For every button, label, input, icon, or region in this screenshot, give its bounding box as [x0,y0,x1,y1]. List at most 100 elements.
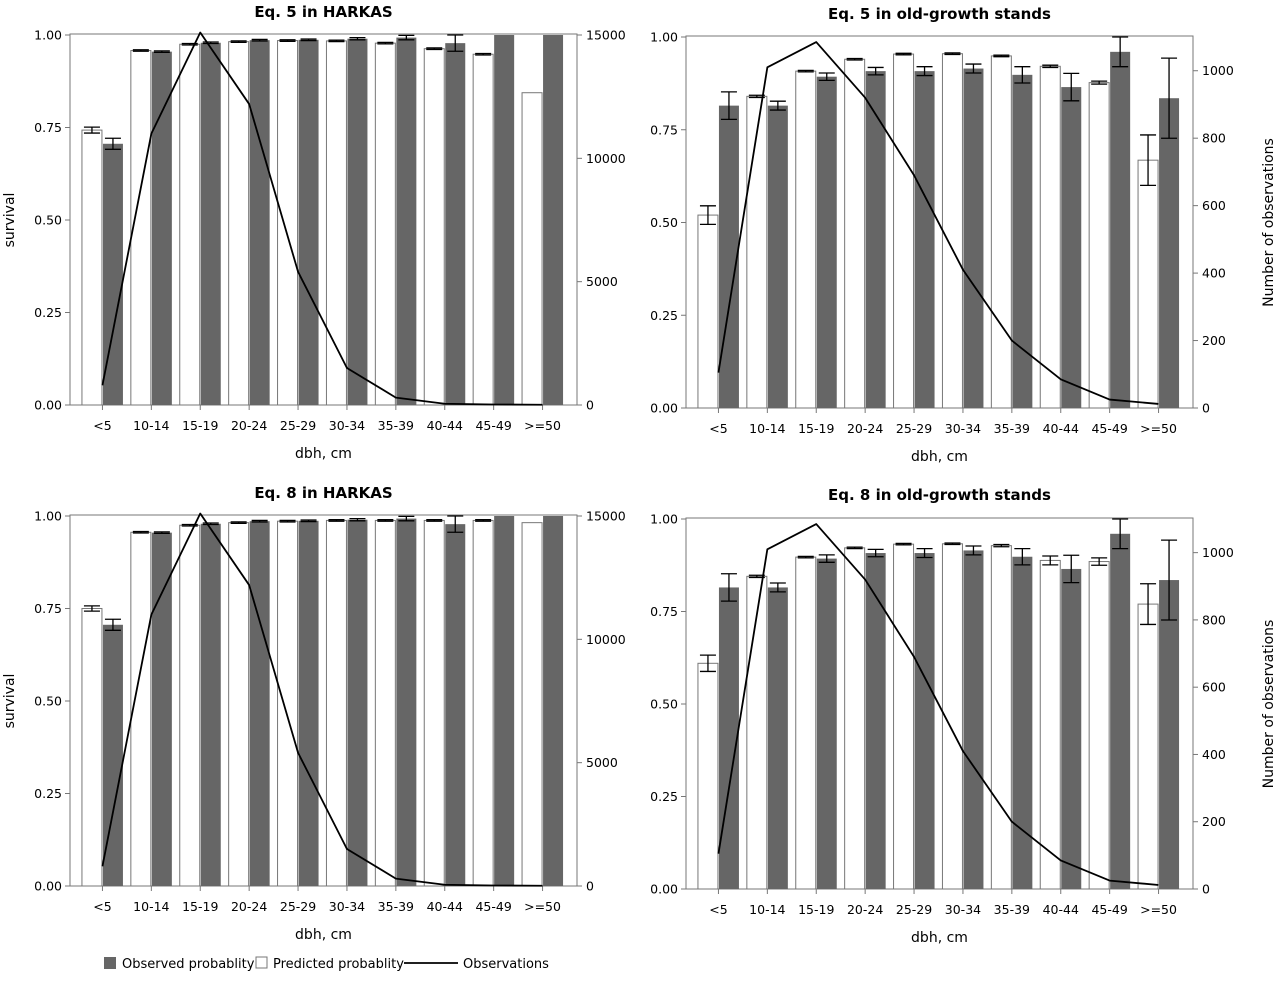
bar-predicted [81,608,103,887]
y2-tick-label: 5000 [586,755,618,770]
y2-tick-label: 0 [586,879,594,894]
x-tick-label: 45-49 [475,418,511,433]
y2-tick-label: 10000 [586,632,626,647]
x-tick-label: >=50 [524,899,561,914]
observations-line [101,31,543,406]
bar-predicted [941,53,963,409]
bar-observed [543,35,564,405]
y2-tick-label: 5000 [586,274,618,289]
bar-predicted [746,575,768,890]
x-tick-label: 15-19 [798,902,834,917]
bar-predicted [697,214,719,409]
chart-panel-3: Eq. 8 in HARKAS 0.00 0.25 0.50 0.75 1.00 0 5000… [2,484,626,943]
y-tick-label: 0.25 [34,305,62,320]
x-axis-label: dbh, cm [295,927,352,943]
bar-predicted [472,519,494,887]
y-tick-label: 0.00 [34,398,62,413]
x-tick-label: 30-34 [945,421,981,436]
x-tick-label: 40-44 [427,418,463,433]
bar-observed [1012,556,1033,889]
bar-observed [151,532,172,886]
x-tick-label: 15-19 [182,899,218,914]
y-tick-label: 0.25 [34,786,62,801]
y-tick-label: 0.75 [650,122,678,137]
bar-observed [1012,74,1033,408]
y2-tick-label: 15000 [586,28,626,43]
bar-observed [494,35,515,405]
bar-observed [445,43,466,405]
y-axis-label: survival [2,674,18,729]
bar-predicted [1088,82,1110,409]
bar-observed [914,71,935,408]
y2-tick-label: 200 [1202,333,1226,348]
y2-tick-label: 0 [1202,401,1210,416]
x-axis-label: dbh, cm [911,930,968,946]
y2-tick-label: 200 [1202,814,1226,829]
chart-title: Eq. 8 in HARKAS [254,484,392,502]
chart-panel-1: Eq. 5 in HARKAS 0.00 0.25 0.50 0.75 1.00 0 5000… [2,3,626,462]
x-tick-label: 10-14 [133,899,169,914]
bar-observed [494,516,515,886]
chart-title: Eq. 5 in HARKAS [254,3,392,21]
bar-observed [865,71,886,408]
x-tick-label: >=50 [524,418,561,433]
bar-observed [445,524,466,886]
y-tick-label: 1.00 [34,28,62,43]
bar-predicted [990,545,1012,890]
y-tick-label: 0.50 [650,215,678,230]
bar-predicted [521,92,543,406]
bar-predicted [179,43,201,406]
y-tick-label: 0.25 [650,308,678,323]
legend-swatch-observed [104,957,116,969]
bar-predicted [844,547,866,890]
bar-predicted [228,522,250,887]
bar-observed [865,553,886,889]
x-tick-label: >=50 [1140,421,1177,436]
bar-observed [249,521,270,886]
x-tick-label: 35-39 [378,418,414,433]
x-tick-label: <5 [93,418,111,433]
bar-observed [914,553,935,889]
x-axis-label: dbh, cm [911,449,968,465]
y-tick-label: 1.00 [650,30,678,45]
bar-observed [543,516,564,886]
bar-predicted [990,55,1012,409]
bar-predicted [795,556,817,890]
y2-tick-label: 800 [1202,612,1226,627]
y-tick-label: 0.25 [650,789,678,804]
x-tick-label: 20-24 [231,899,267,914]
x-tick-label: 35-39 [994,902,1030,917]
bar-observed [718,587,739,889]
bar-predicted [423,48,445,406]
y2-tick-label: 400 [1202,266,1226,281]
bar-observed [816,76,837,409]
legend-label-predicted: Predicted probablity [273,957,404,972]
x-tick-label: 45-49 [1091,902,1127,917]
y-tick-label: 0.50 [650,697,678,712]
bar-predicted [325,519,347,887]
x-tick-label: 10-14 [749,902,785,917]
bar-predicted [277,40,299,406]
observations-line [101,512,543,887]
bar-predicted [521,522,543,887]
bar-observed [1110,533,1131,889]
bar-observed [718,105,739,408]
observations-line [717,523,1159,886]
x-tick-label: 25-29 [896,902,932,917]
x-tick-label: 45-49 [1091,421,1127,436]
bar-predicted [228,41,250,406]
bar-observed [151,51,172,406]
y-tick-label: 0.75 [34,601,62,616]
bar-predicted [795,70,817,409]
y2-tick-label: 0 [1202,882,1210,897]
bar-observed [347,38,368,405]
x-tick-label: 20-24 [847,421,883,436]
x-tick-label: 30-34 [329,418,365,433]
bar-observed [767,105,788,408]
bar-predicted [893,543,915,890]
x-tick-label: <5 [709,902,727,917]
y2-tick-label: 1000 [1202,63,1234,78]
bar-predicted [1137,603,1159,890]
bar-observed [200,523,221,886]
